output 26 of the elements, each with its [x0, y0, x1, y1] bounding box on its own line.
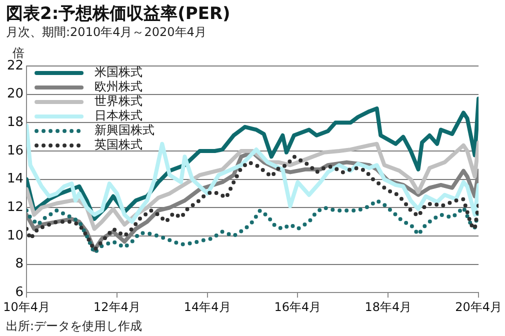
chart-subtitle: 月次、期間:2010年4月～2020年4月 [6, 24, 206, 41]
y-axis-title: 倍 [12, 46, 25, 60]
y-tick-label: 6 [15, 284, 24, 300]
legend-label: 世界株式 [94, 94, 143, 108]
y-tick-label: 8 [15, 256, 24, 272]
legend-label: 日本株式 [94, 108, 143, 123]
x-tick-label: 18年4月 [364, 300, 412, 314]
x-tick-label: 14年4月 [184, 300, 231, 314]
y-tick-label: 16 [6, 143, 24, 158]
legend-label: 新興国株式 [94, 123, 155, 138]
line-series [26, 198, 479, 255]
legend-label: 米国株式 [94, 65, 143, 80]
x-tick-label: 10年4月 [3, 300, 50, 314]
chart-title: 図表2:予想株価収益率(PER) [6, 3, 230, 25]
legend-label: 欧州株式 [94, 80, 143, 94]
text: 出所:データを使用し作成 [6, 318, 142, 335]
x-tick-label: 12年4月 [93, 300, 140, 314]
y-tick-label: 22 [6, 58, 24, 74]
x-tick-label: 20年4月 [455, 300, 502, 314]
legend-label: 英国株式 [94, 138, 143, 152]
x-tick-label: 16年4月 [274, 300, 322, 314]
y-tick-label: 14 [6, 172, 24, 187]
y-tick-label: 10 [6, 228, 24, 244]
y-tick-label: 18 [6, 115, 24, 130]
y-tick-label: 12 [6, 200, 24, 215]
y-tick-label: 20 [6, 86, 24, 102]
